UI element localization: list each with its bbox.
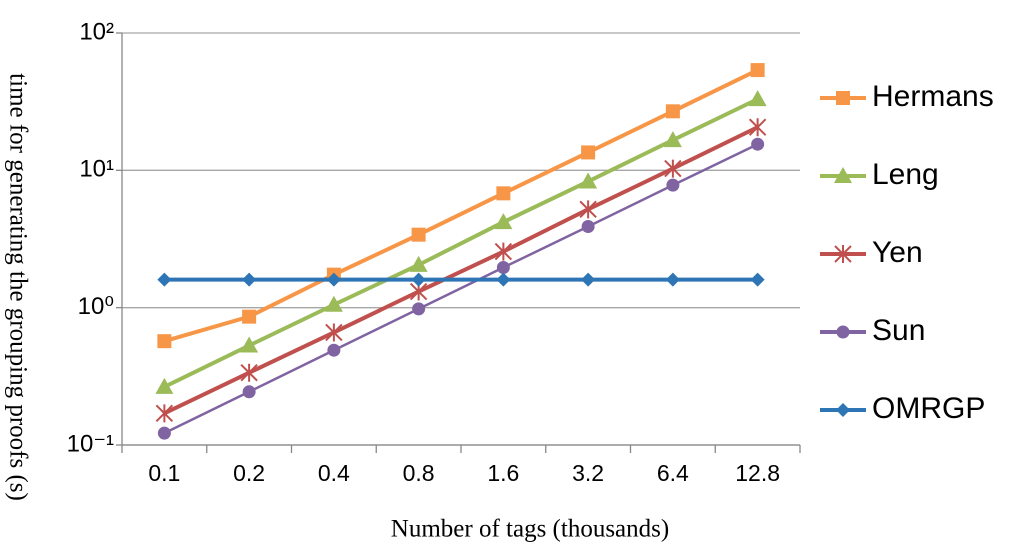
data-point: [242, 272, 257, 287]
data-point: [157, 426, 171, 440]
x-tick-label: 0.4: [318, 460, 350, 486]
data-point: [325, 323, 343, 342]
series-line: [163, 97, 759, 389]
data-point: [579, 172, 598, 189]
y-tick-label: 10²: [79, 18, 114, 45]
data-point: [750, 272, 765, 287]
data-point: [411, 272, 426, 287]
data-point: [750, 63, 765, 78]
data-point: [324, 295, 343, 312]
data-point: [581, 145, 596, 160]
data-point: [326, 272, 341, 287]
data-point: [581, 219, 595, 233]
data-point: [157, 272, 172, 287]
legend-label: OMRGP: [872, 392, 985, 425]
data-point: [665, 272, 680, 287]
data-point: [411, 227, 426, 242]
series-line: [163, 143, 759, 435]
legend-marker: [836, 325, 850, 339]
data-point: [240, 336, 259, 353]
x-tick-label: 3.2: [572, 460, 604, 486]
data-point: [581, 272, 596, 287]
legend-label: Yen: [872, 236, 923, 269]
x-tick-label: 1.6: [487, 460, 519, 486]
data-point: [155, 377, 174, 394]
y-tick-label: 10¹: [79, 156, 114, 183]
y-tick-label: 10⁰: [78, 293, 114, 320]
data-point: [242, 309, 257, 324]
series-line: [163, 68, 759, 344]
y-tick-label: 10⁻¹: [67, 430, 114, 457]
x-tick-label: 0.1: [148, 460, 180, 486]
data-point: [240, 363, 258, 382]
data-point: [157, 334, 172, 349]
data-point: [494, 213, 513, 230]
data-point: [664, 159, 682, 178]
data-point: [327, 343, 341, 357]
data-point: [579, 200, 597, 219]
data-point: [748, 90, 767, 107]
legend-marker: [834, 167, 852, 183]
data-point: [494, 242, 513, 261]
legend-label: Sun: [872, 314, 925, 347]
x-tick-label: 12.8: [735, 460, 780, 486]
data-point: [666, 178, 680, 192]
data-point: [155, 404, 174, 423]
x-tick-label: 0.8: [403, 460, 435, 486]
legend-marker: [834, 245, 852, 263]
x-axis-label: Number of tags (thousands): [391, 516, 669, 543]
x-tick-label: 6.4: [657, 460, 689, 486]
legend-label: Hermans: [872, 80, 994, 113]
data-point: [242, 385, 256, 399]
y-axis-label: time for generating the grouping proofs …: [4, 73, 31, 501]
data-point: [412, 302, 426, 316]
data-point: [496, 261, 510, 275]
legend-marker: [836, 91, 850, 105]
data-point: [409, 255, 428, 272]
data-point: [663, 131, 682, 148]
x-tick-label: 0.2: [233, 460, 265, 486]
data-point: [748, 118, 767, 137]
series-line: [163, 125, 759, 416]
legend-label: Leng: [872, 158, 939, 191]
legend-marker: [836, 403, 850, 417]
data-point: [665, 104, 680, 119]
data-point: [751, 137, 765, 151]
data-point: [496, 186, 511, 201]
data-point: [496, 272, 511, 287]
